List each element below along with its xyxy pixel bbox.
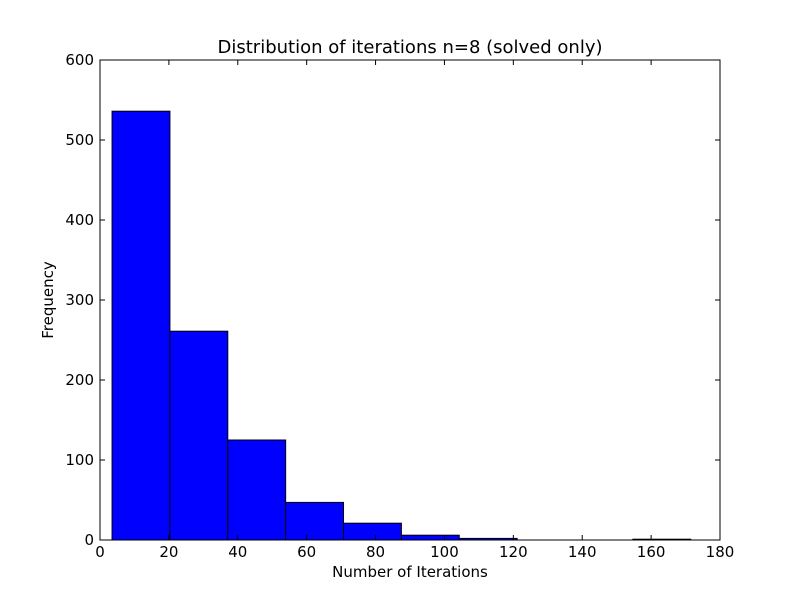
y-axis-label: Frequency xyxy=(39,261,57,339)
ticks-group: 0 20 40 60 80 100 120 140 160 180 0 100 200 300 400 500… xyxy=(65,51,734,561)
bars-group xyxy=(111,110,692,541)
x-tick-label-1: 20 xyxy=(159,543,178,561)
x-tick-label-3: 60 xyxy=(297,543,316,561)
x-tick-label-2: 40 xyxy=(228,543,247,561)
histogram-bar-5 xyxy=(400,534,460,541)
y-tick-label-4: 400 xyxy=(65,211,94,229)
x-tick-label-6: 120 xyxy=(499,543,528,561)
histogram-bar-2 xyxy=(227,439,287,541)
x-tick-label-9: 180 xyxy=(706,543,735,561)
y-tick-label-6: 600 xyxy=(65,51,94,69)
x-tick-label-8: 160 xyxy=(637,543,666,561)
histogram-bar-1 xyxy=(169,330,229,541)
x-axis-label: Number of Iterations xyxy=(332,563,488,581)
histogram-bar-3 xyxy=(285,501,345,541)
y-tick-label-5: 500 xyxy=(65,131,94,149)
y-tick-label-2: 200 xyxy=(65,371,94,389)
histogram-bar-0 xyxy=(111,110,171,541)
histogram-bar-4 xyxy=(343,522,402,541)
x-tick-label-0: 0 xyxy=(95,543,105,561)
x-tick-label-4: 80 xyxy=(366,543,385,561)
x-tick-label-5: 100 xyxy=(430,543,459,561)
y-tick-label-3: 300 xyxy=(65,291,94,309)
x-tick-label-7: 140 xyxy=(568,543,597,561)
chart-title: Distribution of iterations n=8 (solved o… xyxy=(218,37,603,58)
y-tick-label-1: 100 xyxy=(65,451,94,469)
y-tick-label-0: 0 xyxy=(84,531,94,549)
